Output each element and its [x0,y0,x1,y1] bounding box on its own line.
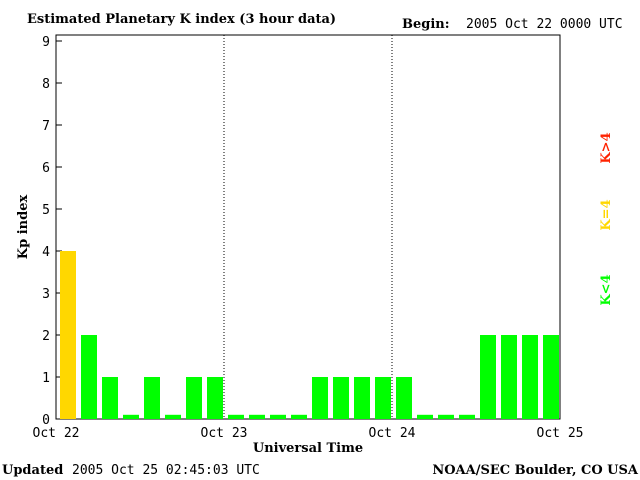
kp-bar [522,335,538,419]
begin-label: Begin: [402,17,450,32]
chart-title: Estimated Planetary K index (3 hour data… [27,12,336,27]
y-tick-label: 2 [42,329,50,344]
kp-bar [543,335,559,419]
bars [60,251,559,419]
kp-bar [165,414,181,419]
y-tick-label: 5 [42,203,50,218]
x-tick-label: Oct 23 [201,426,248,441]
y-tick-label: 0 [42,413,50,428]
kp-bar [60,251,76,419]
y-tick-label: 8 [42,77,50,92]
kp-bar [249,414,265,419]
y-tick-label: 3 [42,287,50,302]
kp-bar [186,377,202,419]
kp-bar [333,377,349,419]
y-tick-label: 6 [42,161,50,176]
kp-bar [438,414,454,419]
y-axis-label: Kp index [16,195,31,260]
x-axis-label: Universal Time [253,441,363,456]
kp-bar [123,414,139,419]
kp-bar [459,414,475,419]
y-tick-label: 1 [42,371,50,386]
legend-k-below-4: K<4 [599,274,614,305]
updated-value: 2005 Oct 25 02:45:03 UTC [72,463,260,478]
kp-bar [396,377,412,419]
kp-bar [207,377,223,419]
x-tick-label: Oct 24 [369,426,416,441]
kp-bar [501,335,517,419]
kp-bar [270,414,286,419]
kp-bar [291,414,307,419]
x-axis-ticks: Oct 22 Oct 23 Oct 24 Oct 25 [33,426,584,441]
kp-bar [144,377,160,419]
kp-bar [480,335,496,419]
x-tick-label: Oct 25 [537,426,584,441]
kp-bar [81,335,97,419]
x-tick-label: Oct 22 [33,426,80,441]
legend-k-above-4: K>4 [599,132,614,163]
day-separators [223,35,393,419]
legend-k-equal-4: K=4 [599,199,614,230]
kp-bar [102,377,118,419]
y-tick-label: 9 [42,35,50,50]
kp-bar [312,377,328,419]
kp-bar [375,377,391,419]
kp-bar [417,414,433,419]
kp-bar [354,377,370,419]
begin-value: 2005 Oct 22 0000 UTC [466,17,623,32]
kp-bar [228,414,244,419]
y-tick-label: 7 [42,119,50,134]
plot-frame [55,34,561,420]
y-axis-ticks: 0 1 2 3 4 5 6 7 8 9 [42,35,62,428]
updated-label: Updated [2,463,63,478]
y-tick-label: 4 [42,245,50,260]
source-credit: NOAA/SEC Boulder, CO USA [432,463,639,478]
